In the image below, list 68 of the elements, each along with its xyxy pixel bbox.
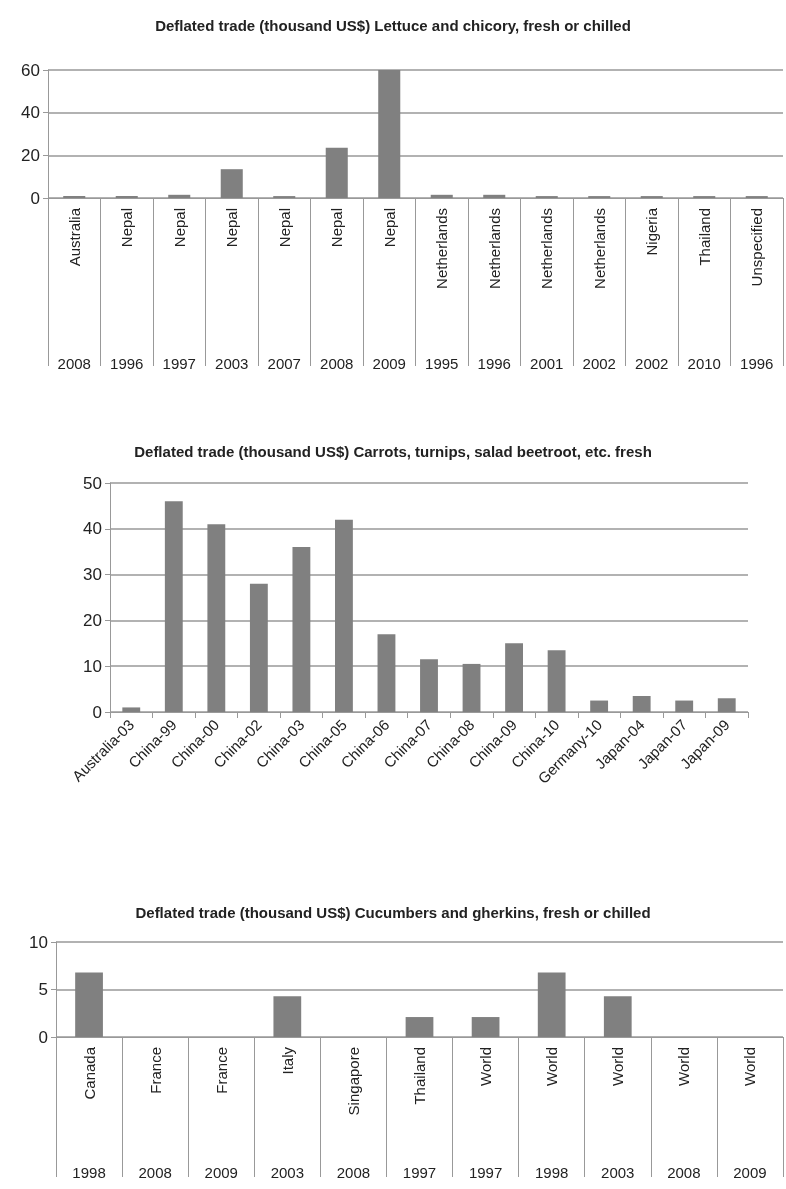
category-label: World 2008 [667, 1047, 701, 1181]
y-tick-label: 10 [83, 656, 102, 676]
category-label: Unspecified 1996 [740, 208, 774, 372]
category-label: Australia 2008 [57, 208, 91, 372]
bar [168, 194, 191, 198]
category-label: Nepal 2009 [372, 208, 406, 372]
bar [273, 996, 302, 1037]
category-label: Singapore 2008 [336, 1047, 371, 1181]
y-tick-label: 60 [21, 60, 40, 80]
bar [483, 194, 506, 198]
bar [471, 1017, 500, 1037]
category-label: Nepal 1997 [162, 208, 196, 372]
bar [405, 1017, 434, 1037]
bar [207, 524, 226, 712]
chart-title: Deflated trade (thousand US$) Cucumbers and gherkins, fresh or chilled [135, 903, 651, 921]
category-label: World 1997 [468, 1047, 503, 1181]
category-label: France 2008 [138, 1047, 172, 1181]
bar [164, 501, 183, 712]
y-tick-label: 20 [83, 610, 102, 630]
category-label: World 2003 [601, 1047, 635, 1181]
category-label: Nepal 2008 [320, 208, 354, 372]
category-label: Netherlands 1996 [477, 208, 511, 372]
bar [122, 707, 141, 712]
category-label: Netherlands 2001 [530, 208, 564, 372]
y-tick-label: 0 [92, 702, 102, 722]
bar [430, 194, 453, 198]
bar [377, 634, 396, 712]
bar [292, 547, 311, 712]
bar [378, 70, 401, 198]
category-label: World 1998 [534, 1047, 569, 1181]
bar [75, 972, 103, 1037]
bar [249, 583, 268, 712]
y-tick-label: 10 [29, 932, 48, 952]
y-tick-label: 40 [21, 103, 40, 123]
category-label: World 2009 [733, 1047, 767, 1181]
bar [420, 659, 438, 712]
y-tick-label: 50 [83, 473, 102, 493]
bar [603, 996, 632, 1037]
category-label: Thailand 1997 [402, 1047, 437, 1181]
category-label: Nigeria 2002 [635, 208, 669, 372]
chart-title: Deflated trade (thousand US$) Lettuce and chicory, fresh or chilled [155, 16, 631, 34]
bar [462, 663, 481, 712]
y-tick-label: 40 [83, 519, 102, 539]
bar [325, 147, 348, 198]
bar [590, 700, 609, 712]
bar [505, 643, 523, 712]
bar [547, 650, 566, 712]
category-label: Netherlands 2002 [582, 208, 616, 372]
bar [717, 698, 736, 712]
y-tick-label: 0 [38, 1027, 48, 1047]
bar [335, 519, 353, 712]
chart-title: Deflated trade (thousand US$) Carrots, turnips, salad beetroot, etc. fresh [134, 442, 652, 460]
bar [220, 169, 243, 198]
category-label: Thailand 2010 [687, 208, 721, 372]
y-tick-label: 5 [38, 980, 48, 999]
category-label: Italy 2003 [270, 1047, 305, 1181]
y-tick-label: 0 [30, 188, 40, 208]
category-label: Nepal 2007 [267, 208, 301, 372]
category-label: Netherlands 1995 [425, 208, 459, 372]
category-label: Nepal 1996 [110, 208, 144, 372]
category-label: Canada 1998 [72, 1047, 106, 1181]
bar [675, 700, 694, 712]
category-label: France 2009 [204, 1047, 238, 1181]
y-tick-label: 20 [21, 145, 40, 165]
category-label: Nepal 2003 [215, 208, 249, 372]
bar [632, 695, 651, 712]
bar [537, 972, 566, 1037]
y-tick-label: 30 [83, 565, 102, 585]
